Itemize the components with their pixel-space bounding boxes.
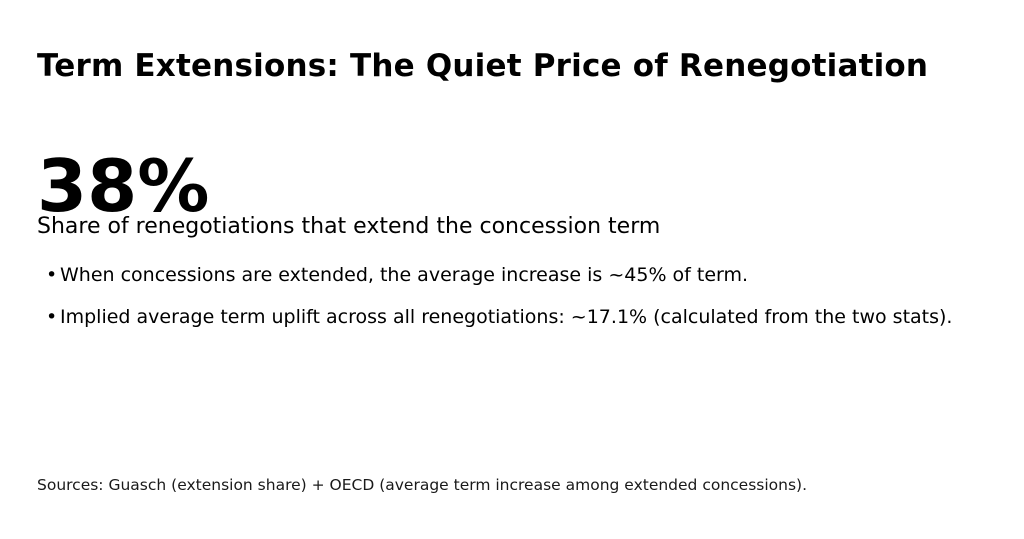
bullet-item: Implied average term uplift across all r… (37, 308, 952, 328)
stat-label: Share of renegotiations that extend the … (37, 214, 661, 239)
stat-value: 38% (37, 144, 210, 228)
slide-title: Term Extensions: The Quiet Price of Rene… (37, 48, 929, 84)
bullet-item: When concessions are extended, the avera… (37, 266, 952, 286)
source-note: Sources: Guasch (extension share) + OECD… (37, 476, 808, 494)
bullet-list: When concessions are extended, the avera… (37, 266, 952, 328)
